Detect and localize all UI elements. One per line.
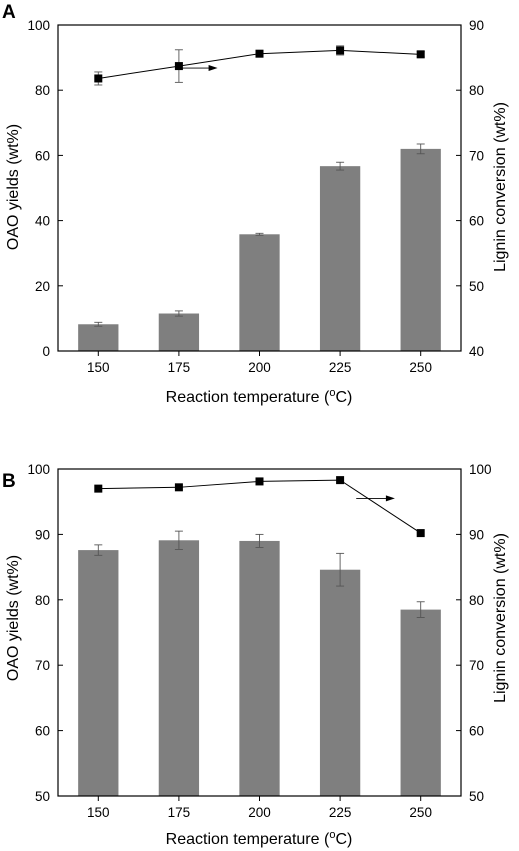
- panel-a: A 0 20 40 60 80 100 40 50 60 70 80 90 150 175 200 225 25…: [2, 2, 509, 406]
- panel-a-conversion-marker-200: [255, 49, 264, 58]
- panel-b-conversion-marker-200: [255, 477, 264, 486]
- panel-b-left-axis-title: OAO yields (wt%): [5, 555, 22, 681]
- panel-a-x-tick-label-150: 150: [87, 360, 110, 375]
- panel-b-right-axis-title: Lignin conversion (wt%): [492, 533, 509, 703]
- panel-b-left-tick-label-50: 50: [35, 789, 50, 804]
- panel-a-left-tick-label-40: 40: [35, 214, 50, 229]
- panel-b-left-tick-label-100: 100: [27, 462, 50, 477]
- panel-b-left-tick-label-70: 70: [35, 658, 50, 673]
- panel-b-x-tick-label-175: 175: [168, 805, 191, 820]
- panel-b-conversion-marker-225: [336, 476, 345, 485]
- panel-b-conversion-marker-250: [416, 529, 425, 538]
- panel-b-right-axis-arrow-head: [385, 495, 395, 502]
- panel-a-x-tick-label-175: 175: [168, 360, 191, 375]
- panel-b-plot: 50 60 70 80 90 100 50 60 70 80 90 100 150 175 200 225 25…: [27, 462, 491, 820]
- panel-a-right-tick-label-60: 60: [469, 214, 484, 229]
- panel-b-bar-150: [78, 550, 119, 796]
- panel-b-left-tick-label-90: 90: [35, 527, 50, 542]
- panel-a-x-tick-label-250: 250: [409, 360, 432, 375]
- panel-a-left-axis-title: OAO yields (wt%): [5, 124, 22, 250]
- panel-b-right-tick-label-100: 100: [469, 462, 492, 477]
- panel-a-right-tick-label-70: 70: [469, 148, 484, 163]
- panel-a-conversion-marker-150: [94, 74, 103, 83]
- panel-b-right-tick-label-50: 50: [469, 789, 484, 804]
- panel-b-right-tick-label-70: 70: [469, 658, 484, 673]
- panel-a-right-axis-arrow-head: [208, 65, 218, 72]
- panel-a-conversion-marker-225: [336, 46, 345, 55]
- panel-a-right-tick-label-40: 40: [469, 344, 484, 359]
- panel-a-label: A: [2, 2, 16, 23]
- panel-a-bar-225: [319, 166, 361, 351]
- panel-a-right-tick-label-80: 80: [469, 83, 484, 98]
- panel-b: B 50 60 70 80 90 100 50 60 70 80 90 100 150 175 200 225…: [2, 462, 509, 848]
- panel-b-x-tick-label-150: 150: [87, 805, 110, 820]
- panel-a-left-tick-label-80: 80: [35, 83, 50, 98]
- panel-a-right-axis-title: Lignin conversion (wt%): [492, 102, 509, 272]
- panel-a-x-tick-label-225: 225: [329, 360, 352, 375]
- panel-b-right-tick-label-80: 80: [469, 593, 484, 608]
- panel-a-right-tick-label-90: 90: [469, 18, 484, 33]
- panel-b-left-tick-label-80: 80: [35, 593, 50, 608]
- panel-b-label: B: [2, 471, 16, 492]
- panel-a-left-tick-label-20: 20: [35, 279, 50, 294]
- panel-b-conversion-line: [98, 479, 421, 534]
- panel-b-bar-175: [158, 540, 200, 796]
- panel-b-right-tick-label-60: 60: [469, 724, 484, 739]
- panel-a-left-tick-label-0: 0: [42, 344, 50, 359]
- panel-b-x-axis-title: Reaction temperature (oC): [166, 829, 353, 848]
- panel-b-bar-250: [400, 609, 441, 796]
- panel-a-bar-175: [158, 313, 200, 351]
- panel-a-conversion-marker-250: [416, 50, 425, 59]
- panel-b-x-tick-label-225: 225: [329, 805, 352, 820]
- panel-a-conversion-marker-175: [174, 62, 183, 71]
- panel-b-bar-200: [239, 540, 280, 796]
- panel-a-left-tick-label-100: 100: [27, 18, 50, 33]
- panel-a-bar-250: [400, 148, 441, 351]
- panel-b-right-tick-label-90: 90: [469, 527, 484, 542]
- panel-b-x-tick-label-200: 200: [248, 805, 271, 820]
- panel-a-left-tick-label-60: 60: [35, 148, 50, 163]
- panel-a-bar-150: [78, 324, 119, 351]
- panel-b-bar-225: [319, 569, 361, 796]
- panel-b-left-tick-label-60: 60: [35, 724, 50, 739]
- panel-b-x-tick-label-250: 250: [409, 805, 432, 820]
- panel-a-plot: 0 20 40 60 80 100 40 50 60 70 80 90 150 175 200 225 250: [27, 18, 484, 375]
- panel-a-bar-200: [239, 234, 280, 351]
- panel-a-x-axis-title: Reaction temperature (oC): [166, 387, 353, 406]
- panel-b-conversion-marker-150: [94, 484, 103, 493]
- panel-a-right-tick-label-50: 50: [469, 279, 484, 294]
- panel-b-conversion-marker-175: [174, 483, 183, 492]
- panel-a-x-tick-label-200: 200: [248, 360, 271, 375]
